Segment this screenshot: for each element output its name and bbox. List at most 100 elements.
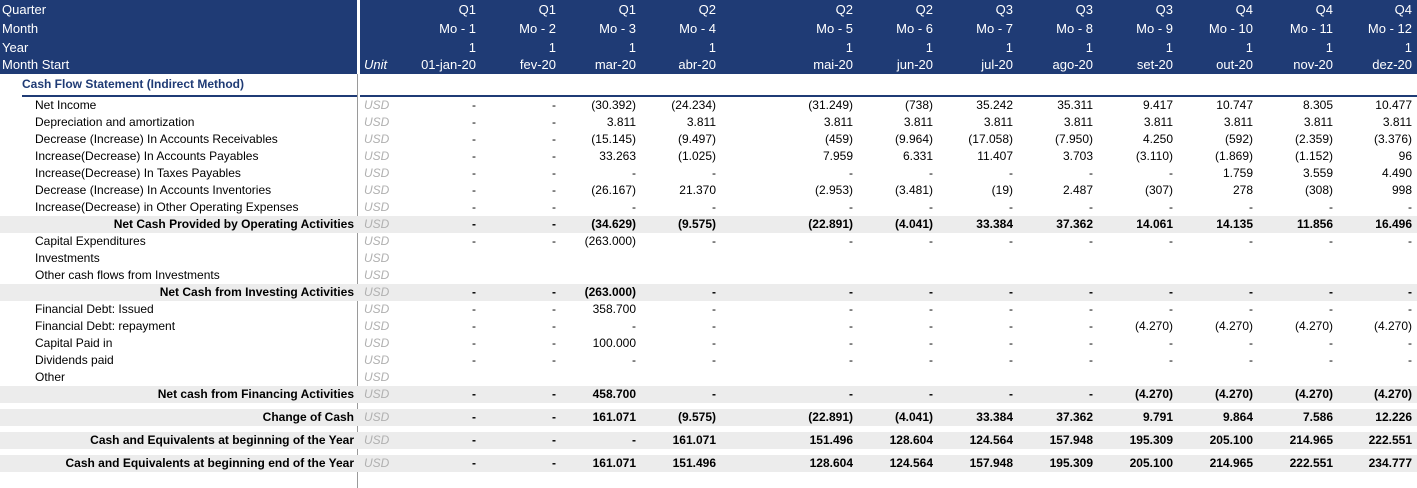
row-label: Change of Cash <box>262 410 354 424</box>
value-cell: (1.152) <box>1294 149 1333 163</box>
value-cell: - <box>552 336 556 350</box>
row-label: Dividends paid <box>35 353 114 367</box>
header-year-cell: 1 <box>628 40 636 55</box>
header-year-cell: 1 <box>1005 40 1013 55</box>
value-cell: 33.384 <box>976 217 1013 231</box>
header-month-cell: Mo - 11 <box>1289 21 1333 36</box>
section-rule-right <box>360 95 1417 97</box>
value-cell: - <box>1249 285 1253 299</box>
value-cell: - <box>472 115 476 129</box>
value-cell: - <box>552 149 556 163</box>
value-cell: 998 <box>1391 183 1412 197</box>
row-unit: USD <box>364 456 390 470</box>
header-start-cell: fev-20 <box>519 57 556 72</box>
header-month-cell: Mo - 7 <box>976 21 1013 36</box>
value-cell: - <box>552 98 556 112</box>
value-cell: - <box>1408 285 1412 299</box>
header-quarter-cell: Q1 <box>538 2 556 17</box>
table-row: Increase(Decrease) In Taxes Payables USD -… <box>0 165 1417 182</box>
header-quarter-cell: Q4 <box>1235 2 1253 17</box>
header-label-year: Year <box>2 40 29 55</box>
value-cell: - <box>1089 336 1093 350</box>
value-cell: 4.490 <box>1381 166 1412 180</box>
value-cell: 222.551 <box>1368 433 1412 447</box>
value-cell: - <box>1089 200 1093 214</box>
total-row: Change of Cash USD - - 161.071 (9.575) (22.891… <box>0 409 1417 426</box>
header-quarter-cell: Q3 <box>1155 2 1173 17</box>
value-cell: - <box>1089 285 1093 299</box>
value-cell: - <box>1089 302 1093 316</box>
row-label: Decrease (Increase) In Accounts Inventor… <box>35 183 272 197</box>
value-cell: - <box>1329 285 1333 299</box>
table-row: Depreciation and amortization USD - - 3.811 3… <box>0 114 1417 131</box>
row-unit: USD <box>364 285 390 299</box>
header-start-cell: nov-20 <box>1293 57 1333 72</box>
value-cell: - <box>1009 234 1013 248</box>
value-cell: 214.965 <box>1209 456 1253 470</box>
value-cell: - <box>1249 234 1253 248</box>
value-cell: - <box>1089 353 1093 367</box>
value-cell: - <box>849 200 853 214</box>
value-cell: - <box>712 285 716 299</box>
value-cell: - <box>1009 353 1013 367</box>
value-cell: - <box>849 353 853 367</box>
value-cell: - <box>552 234 556 248</box>
value-cell: 161.071 <box>592 456 636 470</box>
value-cell: 205.100 <box>1209 433 1253 447</box>
value-cell: - <box>632 319 636 333</box>
row-unit: USD <box>364 149 390 163</box>
row-unit: USD <box>364 115 390 129</box>
row-label: Increase(Decrease) In Taxes Payables <box>35 166 241 180</box>
value-cell: - <box>552 285 556 299</box>
value-cell: (4.270) <box>1373 387 1412 401</box>
value-cell: - <box>1009 387 1013 401</box>
value-cell: - <box>712 302 716 316</box>
total-row: Net Cash Provided by Operating Activitie… <box>0 216 1417 233</box>
value-cell: 161.071 <box>592 410 636 424</box>
header-left-panel <box>0 0 357 74</box>
value-cell: (738) <box>904 98 933 112</box>
header-month-cell: Mo - 12 <box>1367 21 1412 36</box>
value-cell: 100.000 <box>592 336 636 350</box>
row-label: Net Income <box>35 98 97 112</box>
value-cell: (4.041) <box>894 410 933 424</box>
value-cell: 9.791 <box>1142 410 1173 424</box>
header-year-cell: 1 <box>1085 40 1093 55</box>
value-cell: 195.309 <box>1129 433 1173 447</box>
value-cell: - <box>1329 200 1333 214</box>
value-cell: - <box>1249 302 1253 316</box>
table-row: Financial Debt: repayment USD - - - - - - - - (4.2… <box>0 318 1417 335</box>
value-cell: (307) <box>1144 183 1173 197</box>
value-cell: - <box>552 166 556 180</box>
header-start-cell: mar-20 <box>594 57 636 72</box>
value-cell: - <box>1169 353 1173 367</box>
header-start-cell: jun-20 <box>896 57 933 72</box>
row-label: Other <box>35 370 66 384</box>
value-cell: 3.811 <box>1143 115 1173 129</box>
value-cell: 4.250 <box>1142 132 1173 146</box>
header-month-cell: Mo - 3 <box>599 21 636 36</box>
value-cell: 33.263 <box>599 149 636 163</box>
header-month-cell: Mo - 2 <box>519 21 556 36</box>
value-cell: (4.041) <box>894 217 933 231</box>
value-cell: - <box>472 433 476 447</box>
value-cell: (22.891) <box>808 217 853 231</box>
value-cell: - <box>929 200 933 214</box>
header-label-quarter: Quarter <box>2 2 47 17</box>
value-cell: 37.362 <box>1056 410 1093 424</box>
table-row: Capital Expenditures USD - - (263.000) - - - - - -… <box>0 233 1417 250</box>
value-cell: - <box>552 183 556 197</box>
value-cell: (9.964) <box>894 132 933 146</box>
value-cell: 14.135 <box>1216 217 1253 231</box>
value-cell: 3.811 <box>1303 115 1333 129</box>
value-cell: - <box>632 166 636 180</box>
value-cell: 6.331 <box>902 149 933 163</box>
row-unit: USD <box>364 319 390 333</box>
row-label: Cash and Equivalents at beginning end of… <box>65 456 355 470</box>
value-cell: - <box>929 336 933 350</box>
value-cell: - <box>1009 336 1013 350</box>
row-unit: USD <box>364 302 390 316</box>
value-cell: - <box>1408 336 1412 350</box>
row-unit: USD <box>364 268 390 282</box>
value-cell: - <box>632 353 636 367</box>
